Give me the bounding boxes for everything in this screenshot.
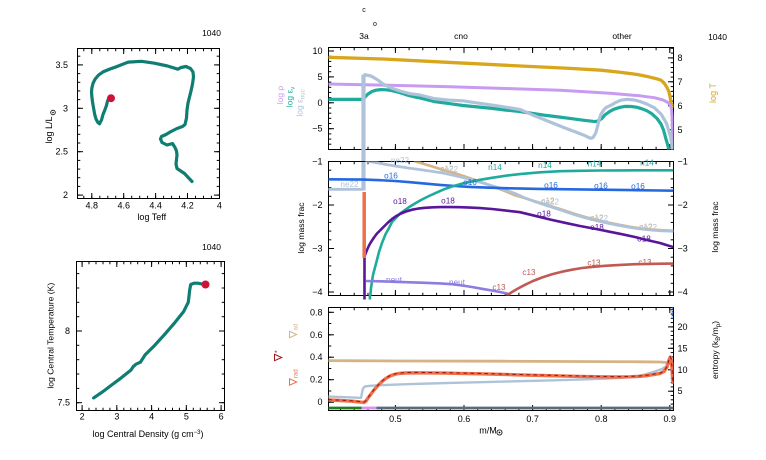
svg-text:10: 10 (678, 365, 688, 375)
svg-text:o16: o16 (594, 182, 608, 191)
svg-text:0.8: 0.8 (595, 414, 608, 424)
svg-text:c12: c12 (440, 164, 454, 173)
svg-text:−2: −2 (678, 200, 688, 210)
svg-text:o16: o16 (384, 171, 398, 180)
svg-text:n14: n14 (640, 158, 654, 167)
svg-text:c12: c12 (590, 214, 604, 223)
svg-text:0.5: 0.5 (389, 414, 402, 424)
svg-text:0.8: 0.8 (310, 307, 323, 317)
svg-text:log Teff: log Teff (137, 212, 166, 222)
svg-text:log mass frac: log mass frac (296, 202, 306, 254)
svg-text:−1: −1 (678, 157, 688, 167)
svg-text:4.6: 4.6 (117, 200, 130, 210)
svg-text:3: 3 (63, 103, 68, 113)
svg-text:−4: −4 (312, 287, 322, 297)
svg-text:ne22: ne22 (440, 165, 459, 174)
svg-text:5: 5 (317, 72, 322, 82)
svg-text:10: 10 (312, 46, 322, 56)
svg-text:20: 20 (678, 322, 688, 332)
svg-text:ne22: ne22 (590, 214, 609, 223)
svg-text:3a: 3a (359, 31, 369, 41)
svg-text:6: 6 (219, 412, 224, 422)
svg-text:other: other (612, 31, 632, 41)
svg-text:rad: rad (294, 369, 300, 378)
svg-text:0.7: 0.7 (526, 414, 539, 424)
svg-text:8: 8 (678, 53, 683, 63)
svg-text:4.2: 4.2 (181, 200, 194, 210)
svg-text:c12: c12 (639, 222, 653, 231)
svg-text:−3: −3 (312, 244, 322, 254)
svg-text:0.4: 0.4 (310, 352, 323, 362)
svg-text:log Central Density (g cm−3): log Central Density (g cm−3) (93, 429, 204, 439)
svg-text:1040: 1040 (202, 242, 221, 252)
svg-text:neut: neut (386, 276, 403, 285)
svg-text:4: 4 (217, 200, 222, 210)
svg-text:c13: c13 (587, 259, 601, 268)
svg-text:−1: −1 (312, 157, 322, 167)
svg-text:0.6: 0.6 (310, 330, 323, 340)
svg-text:c13: c13 (638, 258, 652, 267)
svg-text:log ρ: log ρ (275, 86, 285, 105)
svg-text:c13: c13 (492, 283, 506, 292)
svg-text:log L/L: log L/L (44, 116, 54, 143)
svg-text:−2: −2 (312, 200, 322, 210)
svg-text:−5: −5 (312, 124, 322, 134)
svg-text:o18: o18 (637, 235, 651, 244)
svg-text:o16: o16 (631, 182, 645, 191)
svg-text:4: 4 (149, 412, 154, 422)
svg-text:log Central Temperature (K): log Central Temperature (K) (46, 283, 56, 389)
svg-text:ne22: ne22 (639, 223, 658, 232)
svg-text:o16: o16 (463, 178, 477, 187)
svg-text:0.2: 0.2 (310, 375, 323, 385)
svg-text:cno: cno (454, 31, 468, 41)
svg-text:5: 5 (184, 412, 189, 422)
svg-text:3.5: 3.5 (55, 60, 68, 70)
svg-text:*: * (275, 350, 282, 353)
svg-text:7.5: 7.5 (57, 398, 70, 408)
svg-text:neut: neut (449, 278, 466, 287)
svg-text:7: 7 (678, 77, 683, 87)
svg-text:m/M: m/M (479, 426, 497, 436)
svg-text:6: 6 (678, 101, 683, 111)
svg-text:ne22: ne22 (340, 180, 359, 189)
svg-text:log mass frac: log mass frac (710, 201, 720, 253)
svg-text:5: 5 (678, 386, 683, 396)
svg-text:1040: 1040 (708, 32, 727, 42)
svg-text:n14: n14 (588, 160, 602, 169)
svg-text:o16: o16 (544, 181, 558, 190)
svg-text:log T: log T (708, 83, 718, 103)
svg-text:0: 0 (317, 397, 322, 407)
svg-text:3: 3 (114, 412, 119, 422)
svg-text:4.4: 4.4 (149, 200, 162, 210)
svg-text:o18: o18 (537, 209, 551, 218)
svg-text:o18: o18 (590, 223, 604, 232)
svg-text:c12: c12 (541, 197, 555, 206)
svg-text:15: 15 (678, 343, 688, 353)
svg-text:0.6: 0.6 (458, 414, 471, 424)
svg-text:0.9: 0.9 (664, 414, 677, 424)
svg-text:5: 5 (678, 125, 683, 135)
svg-text:ne22: ne22 (391, 156, 410, 165)
svg-text:n14: n14 (538, 161, 552, 170)
svg-text:c: c (362, 7, 366, 14)
svg-text:2: 2 (63, 190, 68, 200)
svg-text:ad: ad (294, 324, 300, 331)
svg-text:entropy (kB/mp): entropy (kB/mp) (710, 321, 722, 379)
svg-text:o18: o18 (441, 197, 455, 206)
svg-text:−3: −3 (678, 244, 688, 254)
svg-text:ne22: ne22 (541, 197, 560, 206)
svg-text:1040: 1040 (202, 28, 221, 38)
svg-text:0: 0 (317, 98, 322, 108)
svg-text:2.5: 2.5 (55, 147, 68, 157)
svg-text:c13: c13 (522, 268, 536, 277)
svg-text:8: 8 (65, 326, 70, 336)
svg-text:4.8: 4.8 (86, 200, 99, 210)
svg-text:o18: o18 (393, 197, 407, 206)
svg-text:o: o (373, 21, 377, 28)
svg-text:2: 2 (80, 412, 85, 422)
svg-text:n14: n14 (488, 163, 502, 172)
svg-text:log εν: log εν (285, 87, 297, 108)
svg-text:−4: −4 (678, 287, 688, 297)
